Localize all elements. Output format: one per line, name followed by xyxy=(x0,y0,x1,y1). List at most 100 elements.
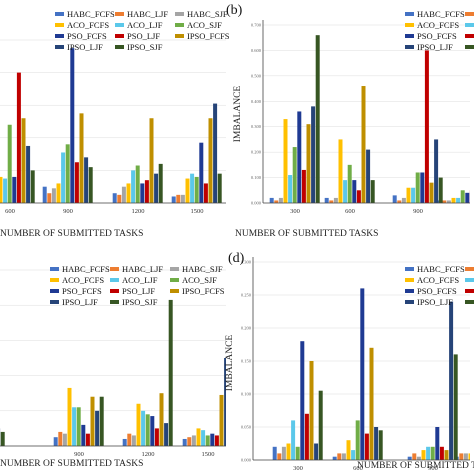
bar xyxy=(121,186,126,203)
x-tick-label: 600 xyxy=(5,208,15,215)
bar xyxy=(356,190,361,203)
chart-panel-b: 0.000 0.100 0.200 0.300 0.400 0.500 0.600 0.700… xyxy=(226,3,474,239)
bar xyxy=(47,193,52,203)
legend-entry: HABC_LJF xyxy=(122,264,163,274)
bar xyxy=(90,396,95,446)
bar xyxy=(309,361,314,460)
panel-label: (d) xyxy=(228,251,245,266)
bar xyxy=(141,410,146,446)
x-tick-label: 300 xyxy=(293,465,303,472)
bar xyxy=(351,450,356,460)
y-tick-label: 0.200 xyxy=(251,150,262,155)
bar xyxy=(324,197,329,203)
legend-swatch xyxy=(465,289,474,293)
bar xyxy=(214,435,219,446)
bar xyxy=(269,197,274,203)
bar xyxy=(12,176,17,203)
bar xyxy=(272,446,277,460)
bar xyxy=(378,430,383,460)
bar xyxy=(453,354,458,460)
x-axis-label: NUMBER OF SUBMITTED TASKS xyxy=(0,229,143,239)
legend-swatch xyxy=(55,34,64,38)
bar xyxy=(81,424,86,446)
bar xyxy=(135,165,140,203)
bar xyxy=(295,446,300,460)
bar xyxy=(442,200,447,203)
y-tick-label: 0.500 xyxy=(251,73,262,78)
bar xyxy=(407,456,412,460)
bar xyxy=(95,410,100,446)
panel-label: (b) xyxy=(226,3,243,18)
bar xyxy=(0,431,5,446)
bar xyxy=(370,180,375,203)
x-tick-label: 1200 xyxy=(142,451,155,458)
legend-entry: ACO_LJF xyxy=(122,275,158,285)
legend-entry: IPSO_LJF xyxy=(417,42,453,52)
legend-entry: IPSO_LJF xyxy=(62,297,98,307)
bar xyxy=(444,450,449,460)
legend-swatch xyxy=(405,34,414,38)
bar xyxy=(392,195,397,203)
legend-swatch xyxy=(405,23,414,27)
legend-entry: IPSO_FCFS xyxy=(187,31,230,41)
bar xyxy=(439,446,444,460)
bar xyxy=(297,111,302,203)
x-tick-label: 1500 xyxy=(202,451,215,458)
bar xyxy=(194,176,199,203)
bar xyxy=(84,157,89,203)
legend-swatch xyxy=(465,267,474,271)
legend-swatch xyxy=(115,45,124,49)
bar xyxy=(337,453,342,460)
legend-entry: PSO_FCFS xyxy=(67,31,107,41)
bar xyxy=(277,453,282,460)
legend-entry: HABC_FCFS xyxy=(67,9,115,19)
bar xyxy=(26,145,31,203)
legend-entry: HABC_LJF xyxy=(127,9,168,19)
legend-swatch xyxy=(50,267,59,271)
y-tick-label: 0.050 xyxy=(241,425,252,430)
legend: HABC_FCFS HABC_LJF HABC_SJF ACO_FCFS ACO_LJF… xyxy=(50,264,225,307)
bar xyxy=(70,48,75,204)
legend-entry: IPSO_SJF xyxy=(127,42,163,52)
bar xyxy=(30,170,35,203)
bar xyxy=(150,416,155,446)
x-tick-label: 900 xyxy=(428,465,438,472)
legend-entry: IPSO_SJF xyxy=(122,297,158,307)
bar xyxy=(217,173,222,203)
bar xyxy=(306,124,311,203)
bar xyxy=(300,341,305,460)
bar xyxy=(459,453,464,460)
bar xyxy=(3,178,8,203)
legend-swatch xyxy=(115,12,124,16)
legend-entry: PSO_LJF xyxy=(127,31,160,41)
legend-entry: ACO_SJF xyxy=(182,275,217,285)
bar xyxy=(187,437,192,446)
y-tick-label: 0.100 xyxy=(241,392,252,397)
legend-swatch xyxy=(405,289,414,293)
y-tick-label: 0.250 xyxy=(241,293,252,298)
legend-entry: ACO_LJF xyxy=(127,20,163,30)
bar xyxy=(21,118,26,203)
bar xyxy=(208,118,213,203)
legend-entry: IPSO_FCFS xyxy=(182,286,225,296)
legend-swatch xyxy=(405,267,414,271)
bar xyxy=(397,200,402,203)
bar xyxy=(311,106,316,203)
bar xyxy=(16,72,21,203)
bar xyxy=(286,443,291,460)
bar xyxy=(112,193,117,203)
bar xyxy=(288,175,293,203)
chart-panel-a: 600 900 1200 1500 NUMBER OF SUBMITTED TASKS H… xyxy=(0,9,230,239)
bar xyxy=(131,435,136,446)
bar xyxy=(314,443,319,460)
y-axis-label: IMBALANCE xyxy=(225,335,235,392)
bar xyxy=(451,197,456,203)
legend: HABC_FCFS HABC_LJF HABC_SJF ACO_FCFS ACO_LJF… xyxy=(55,9,230,52)
bar xyxy=(406,187,411,203)
bar xyxy=(329,200,334,203)
bar xyxy=(434,139,439,203)
bar xyxy=(159,393,164,446)
bar xyxy=(62,433,67,446)
chart-panel-d: 0.000 0.050 0.100 0.150 0.200 0.250 0.300 300 60… xyxy=(225,251,474,472)
bar xyxy=(154,428,159,446)
